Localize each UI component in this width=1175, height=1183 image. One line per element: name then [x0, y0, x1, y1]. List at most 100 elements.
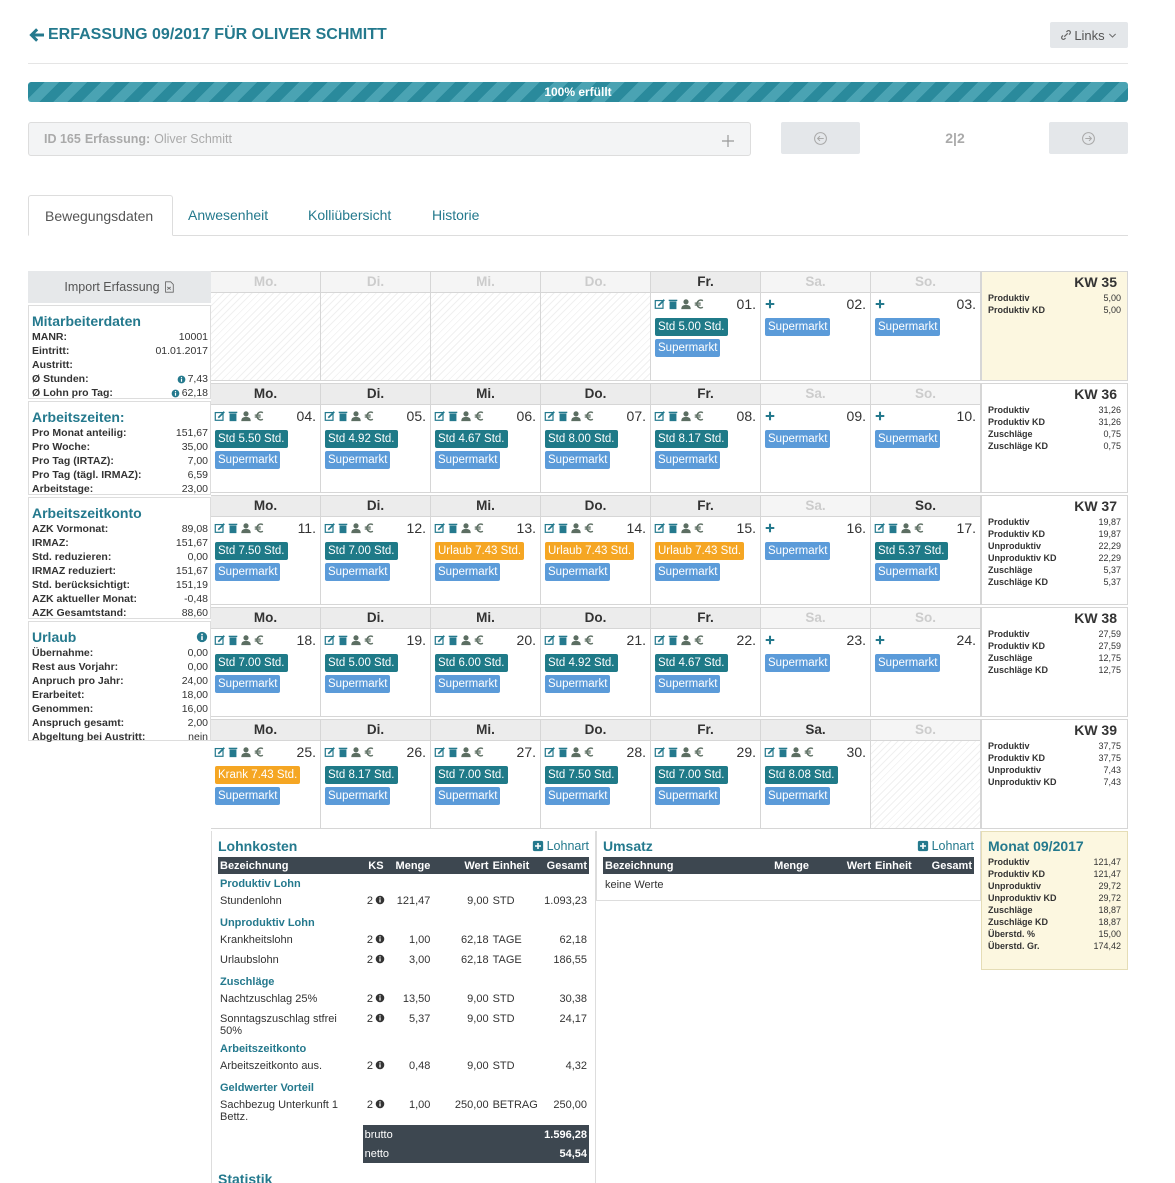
time-entry[interactable]: Std 7.50 Std. [545, 766, 618, 784]
time-entry[interactable]: Std 7.00 Std. [215, 654, 288, 672]
time-entry[interactable]: Std 8.08 Std. [765, 766, 838, 784]
time-entry[interactable]: Std 4.92 Std. [545, 654, 618, 672]
icon-shape [657, 299, 665, 307]
supermarkt-button[interactable]: Supermarkt [435, 675, 501, 693]
supermarkt-button[interactable]: Supermarkt [215, 563, 281, 581]
trash-icon [338, 635, 348, 646]
stat-label: Unproduktiv [988, 881, 1041, 891]
supermarkt-button[interactable]: Supermarkt [325, 675, 391, 693]
supermarkt-button[interactable]: Supermarkt [325, 787, 391, 805]
time-entry[interactable]: Std 5.50 Std. [215, 430, 288, 448]
supermarkt-button[interactable]: Supermarkt [545, 787, 611, 805]
time-entry[interactable]: Std 4.92 Std. [325, 430, 398, 448]
supermarkt-button[interactable]: Supermarkt [545, 451, 611, 469]
stat-value: 37,75 [1098, 741, 1121, 751]
info-value: 35,00 [181, 441, 208, 453]
day-toolbar [654, 746, 705, 758]
info-row: Pro Tag (tägl. IRMAZ): 6,59 [32, 468, 208, 482]
icon-shape [461, 416, 471, 422]
time-entry[interactable]: Std 8.17 Std. [655, 430, 728, 448]
info-value: 0,00 [187, 647, 208, 659]
tab[interactable]: Anwesenheit [188, 207, 269, 223]
supermarkt-button[interactable]: Supermarkt [655, 787, 721, 805]
supermarkt-button[interactable]: Supermarkt [545, 675, 611, 693]
stat-value: 0,75 [1103, 441, 1121, 451]
icon-shape [256, 411, 264, 421]
supermarkt-button[interactable]: Supermarkt [765, 654, 831, 672]
cell-text: STD [492, 1060, 515, 1072]
supermarkt-button[interactable]: Supermarkt [875, 654, 941, 672]
time-entry[interactable]: Std 7.00 Std. [655, 766, 728, 784]
supermarkt-button[interactable]: Supermarkt [765, 318, 831, 336]
time-entry[interactable]: Std 7.50 Std. [215, 542, 288, 560]
supermarkt-button[interactable]: Supermarkt [875, 430, 941, 448]
supermarkt-button[interactable]: Supermarkt [875, 318, 941, 336]
time-entry[interactable]: Std 4.67 Std. [435, 430, 508, 448]
day-date: 30. [846, 744, 866, 760]
icon-shape [668, 635, 678, 638]
column-header: Bezeichnung [220, 859, 289, 872]
time-entry[interactable]: Krank 7.43 Std. [215, 766, 301, 784]
tab[interactable]: Historie [432, 207, 480, 223]
cell-text: 62,18 [559, 934, 587, 946]
time-entry[interactable]: Std 5.37 Std. [875, 542, 948, 560]
supermarkt-button[interactable]: Supermarkt [215, 787, 281, 805]
links-button[interactable]: Links [1050, 22, 1128, 48]
time-entry[interactable]: Urlaub 7.43 Std. [435, 542, 525, 560]
day-date: 11. [297, 520, 316, 536]
next-button[interactable] [1049, 122, 1128, 154]
supermarkt-button[interactable]: Supermarkt [765, 787, 831, 805]
day-date: 10. [956, 408, 976, 424]
supermarkt-button[interactable]: Supermarkt [655, 563, 721, 581]
time-entry[interactable]: Std 5.00 Std. [655, 318, 728, 336]
time-entry[interactable]: Std 7.00 Std. [435, 766, 508, 784]
add-lohnart[interactable]: Lohnart [917, 839, 974, 853]
time-entry[interactable]: Std 8.17 Std. [325, 766, 398, 784]
supermarkt-button[interactable]: Supermarkt [435, 563, 501, 581]
supermarkt-button[interactable]: Supermarkt [435, 787, 501, 805]
day-header: Sa. [761, 608, 870, 629]
day-cell: Mi. 20. Std 6.00 Std. Supermarkt [431, 607, 541, 717]
month-stat: Unproduktiv KD 29,72 [988, 892, 1121, 904]
icon-shape [767, 747, 775, 755]
time-entry[interactable]: Urlaub 7.43 Std. [545, 542, 635, 560]
info-label: Pro Tag (IRTAZ): [32, 455, 114, 467]
prev-button[interactable] [781, 122, 860, 154]
time-entry[interactable]: Std 4.67 Std. [655, 654, 728, 672]
tab[interactable]: Bewegungsdaten [28, 195, 173, 236]
supermarkt-button[interactable]: Supermarkt [215, 675, 281, 693]
day-cell: Mo. 18. Std 7.00 Std. Supermarkt [211, 607, 321, 717]
time-entry[interactable]: Std 5.00 Std. [325, 654, 398, 672]
time-entry[interactable]: Std 8.00 Std. [545, 430, 618, 448]
supermarkt-button[interactable]: Supermarkt [435, 451, 501, 469]
time-entry[interactable]: Urlaub 7.43 Std. [655, 542, 745, 560]
icon-shape [1061, 30, 1072, 40]
icon-shape [571, 640, 581, 646]
tab[interactable]: Kolliübersicht [308, 207, 392, 223]
stat-value: 22,29 [1098, 553, 1121, 563]
icon-shape [214, 523, 224, 533]
group-row: Geldwerter Vorteil [218, 1078, 589, 1097]
supermarkt-button[interactable]: Supermarkt [655, 451, 721, 469]
supermarkt-button[interactable]: Supermarkt [325, 451, 391, 469]
supermarkt-button[interactable]: Supermarkt [215, 451, 281, 469]
time-entry[interactable]: Std 7.00 Std. [325, 542, 398, 560]
info-value-wrap: 2,00 [188, 717, 208, 729]
add-lohnart[interactable]: Lohnart [532, 839, 589, 853]
record-select[interactable]: ID 165 Erfassung: Oliver Schmitt [28, 122, 751, 156]
supermarkt-button[interactable]: Supermarkt [765, 430, 831, 448]
icon-shape [544, 411, 554, 421]
supermarkt-button[interactable]: Supermarkt [875, 563, 941, 581]
supermarkt-button[interactable]: Supermarkt [765, 542, 831, 560]
lohn-cell: STD [491, 991, 543, 1011]
supermarkt-button[interactable]: Supermarkt [325, 563, 391, 581]
import-button[interactable]: Import Erfassung [28, 271, 211, 303]
supermarkt-button[interactable]: Supermarkt [545, 563, 611, 581]
supermarkt-button[interactable]: Supermarkt [655, 339, 721, 357]
week-stat: Unproduktiv KD 22,29 [988, 552, 1121, 564]
time-entry[interactable]: Std 6.00 Std. [435, 654, 508, 672]
day-body [541, 293, 650, 380]
supermarkt-button[interactable]: Supermarkt [655, 675, 721, 693]
total-label: netto [362, 1144, 491, 1163]
icon-shape [449, 525, 457, 534]
